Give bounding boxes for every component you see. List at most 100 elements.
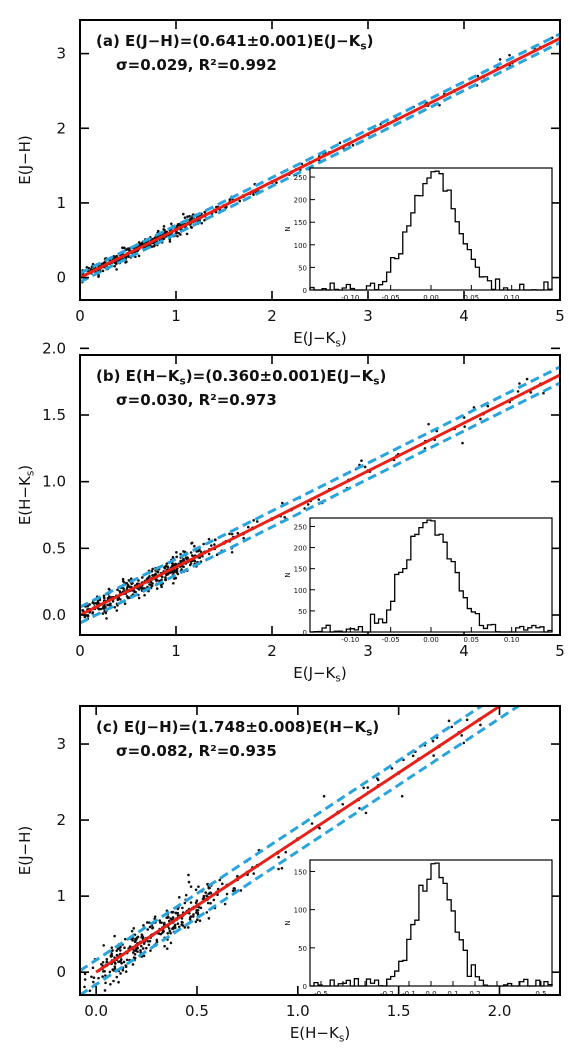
- scatter-point: [115, 975, 119, 979]
- scatter-point: [102, 944, 105, 947]
- scatter-point: [109, 602, 112, 605]
- inset-x-tick-label: -0.10: [341, 636, 359, 644]
- x-tick-label: 1: [171, 642, 181, 660]
- scatter-point: [390, 767, 394, 770]
- scatter-point: [174, 576, 178, 580]
- inset-x-tick-label: 0.00: [423, 636, 439, 644]
- scatter-point: [172, 581, 175, 585]
- scatter-point: [169, 941, 173, 945]
- scatter-point: [92, 980, 95, 984]
- scatter-point: [431, 739, 435, 743]
- scatter-point: [169, 222, 173, 226]
- scatter-point: [186, 215, 189, 219]
- scatter-point: [190, 542, 193, 545]
- scatter-point: [165, 947, 169, 950]
- scatter-point: [125, 958, 129, 962]
- inset-x-tick-label: -0.1: [402, 990, 416, 998]
- scatter-point: [130, 929, 134, 933]
- scatter-point: [148, 939, 152, 943]
- scatter-point: [207, 917, 211, 920]
- inset-x-tick-label: 0.00: [423, 294, 439, 302]
- y-axis-label: E(H−Ks): [16, 465, 36, 525]
- scatter-point: [140, 933, 144, 936]
- scatter-point: [143, 593, 146, 597]
- scatter-point: [88, 603, 91, 606]
- scatter-point: [175, 551, 178, 554]
- scatter-point: [137, 241, 141, 244]
- scatter-point: [71, 278, 74, 281]
- scatter-point: [189, 551, 193, 554]
- scatter-point: [166, 932, 169, 935]
- inset-histogram: -0.10 -0.05 0.00 0.05 0.10 0 50 100 150 200 250 N: [284, 517, 553, 644]
- scatter-point: [107, 595, 111, 598]
- scatter-point: [223, 902, 227, 906]
- x-tick-label: 4: [459, 642, 469, 660]
- scatter-point: [162, 228, 166, 231]
- scatter-point: [122, 960, 126, 964]
- scatter-point: [158, 919, 162, 922]
- scatter-point: [450, 725, 454, 729]
- scatter-point: [101, 975, 104, 978]
- scatter-point: [97, 976, 100, 980]
- inset-y-tick-label: 150: [294, 566, 307, 574]
- inset-x-tick-label: -0.05: [382, 636, 400, 644]
- scatter-point: [107, 587, 111, 591]
- inset-y-tick-label: 100: [294, 587, 307, 595]
- scatter-point: [173, 926, 177, 930]
- fit-line: [80, 36, 560, 279]
- scatter-point: [159, 583, 163, 587]
- scatter-point: [165, 562, 169, 565]
- scatter-point: [136, 935, 140, 939]
- inset-y-tick-label: 100: [294, 907, 307, 915]
- scatter-point: [465, 718, 469, 722]
- fit-statistics: σ=0.029, R²=0.992: [116, 56, 277, 74]
- scatter-point: [462, 741, 466, 745]
- scatter-point: [135, 938, 138, 941]
- inset-x-tick-label: 0.5: [535, 990, 546, 998]
- scatter-point: [186, 926, 190, 929]
- scatter-point: [163, 921, 166, 925]
- scatter-point: [148, 925, 152, 929]
- scatter-point: [121, 577, 125, 581]
- scatter-point: [228, 532, 231, 536]
- scatter-point: [183, 926, 187, 929]
- scatter-point: [115, 609, 119, 612]
- scatter-point: [164, 578, 167, 582]
- scatter-point: [174, 569, 178, 572]
- scatter-point: [203, 210, 207, 214]
- scatter-point: [81, 609, 85, 613]
- fit-equation: (b) E(H−Ks)=(0.360±0.001)E(J−Ks): [96, 367, 386, 387]
- inset-y-tick-label: 0: [303, 287, 307, 295]
- scatter-point: [213, 538, 217, 541]
- scatter-point: [206, 901, 210, 905]
- x-tick-label: 1.5: [387, 1002, 411, 1020]
- scatter-point: [182, 212, 185, 216]
- inset-y-tick-label: 0: [303, 983, 307, 991]
- scatter-point: [161, 575, 164, 579]
- scatter-point: [139, 949, 142, 952]
- scatter-point: [230, 532, 234, 536]
- scatter-point: [109, 982, 112, 986]
- scatter-point: [161, 931, 164, 934]
- inset-y-tick-label: 50: [298, 264, 307, 272]
- inset-y-tick-label: 50: [298, 608, 307, 616]
- scatter-point: [85, 265, 89, 269]
- scatter-point: [189, 885, 193, 888]
- scatter-point: [516, 390, 520, 393]
- scatter-point: [186, 556, 189, 559]
- scatter-point: [113, 606, 117, 609]
- inset-x-tick-label: 0.0: [425, 990, 436, 998]
- scatter-point: [306, 503, 310, 506]
- scatter-point: [188, 918, 192, 921]
- scatter-point: [118, 590, 122, 593]
- y-axis-label: E(J−H): [16, 135, 34, 184]
- scatter-point: [275, 181, 278, 184]
- scatter-point: [164, 576, 167, 579]
- scatter-point: [88, 989, 92, 993]
- scatter-point: [119, 972, 122, 975]
- scatter-point: [209, 901, 212, 905]
- scatter-point: [122, 587, 126, 591]
- scatter-point: [525, 377, 529, 381]
- y-tick-label: 0.0: [42, 606, 66, 624]
- scatter-point: [133, 953, 137, 956]
